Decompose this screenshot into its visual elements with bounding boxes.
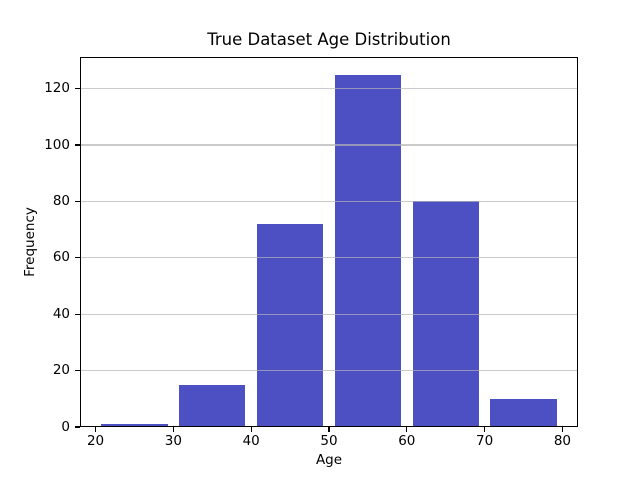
chart-title: True Dataset Age Distribution (207, 30, 451, 49)
x-tick-mark-80 (561, 427, 564, 432)
x-tick-mark-40 (250, 427, 252, 432)
y-tick-mark-100 (75, 144, 80, 146)
bar-20-30 (101, 424, 168, 427)
y-tick-mark-60 (75, 257, 80, 259)
y-gridline-60 (80, 257, 578, 259)
y-tick-mark-20 (75, 370, 80, 372)
x-tick-label-50: 50 (320, 433, 338, 449)
x-tick-mark-20 (94, 427, 97, 432)
x-tick-mark-30 (172, 427, 174, 432)
y-tick-mark-80 (75, 200, 80, 203)
y-tick-label-0: 0 (61, 418, 70, 435)
axes-spines (80, 57, 578, 427)
y-tick-label-40: 40 (52, 305, 70, 322)
x-tick-label-80: 80 (553, 433, 572, 449)
bar-50-60 (334, 74, 401, 427)
y-gridline-120 (80, 88, 578, 90)
y-tick-mark-40 (75, 313, 80, 315)
y-gridline-80 (80, 200, 578, 203)
y-axis-label: Frequency (22, 207, 38, 277)
x-tick-label-30: 30 (164, 433, 182, 449)
y-tick-label-120: 120 (44, 80, 70, 97)
y-gridline-20 (80, 370, 578, 372)
x-tick-label-70: 70 (476, 433, 494, 449)
y-tick-mark-120 (75, 88, 80, 90)
x-tick-mark-70 (484, 427, 486, 432)
x-tick-mark-50 (328, 427, 330, 432)
y-tick-mark-0 (75, 426, 80, 428)
plot-area: 20 30 40 50 60 70 80 0 20 40 60 80 100 120 (44, 57, 578, 449)
y-gridline-100 (80, 144, 578, 146)
bar-30-40 (179, 384, 246, 427)
y-tick-label-20: 20 (52, 362, 70, 379)
y-tick-label-100: 100 (44, 136, 70, 153)
bar-40-50 (257, 224, 324, 427)
y-gridline-40 (80, 313, 578, 315)
y-tick-label-80: 80 (52, 192, 70, 209)
x-tick-label-40: 40 (242, 433, 260, 449)
x-tick-label-20: 20 (86, 433, 105, 449)
x-tick-label-60: 60 (398, 433, 416, 449)
y-tick-label-60: 60 (52, 249, 70, 266)
x-tick-mark-60 (406, 427, 408, 432)
bar-70-80 (490, 398, 557, 427)
x-axis-label: Age (315, 452, 343, 468)
